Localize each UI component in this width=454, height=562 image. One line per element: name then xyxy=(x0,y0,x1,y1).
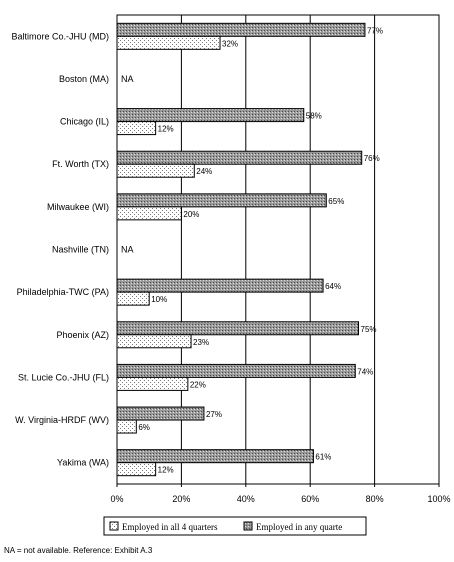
bar xyxy=(116,108,305,123)
category-label: St. Lucie Co.-JHU (FL) xyxy=(18,372,109,382)
bar xyxy=(116,193,327,208)
legend-swatch xyxy=(243,521,253,531)
data-label: 75% xyxy=(361,325,377,334)
data-label: 20% xyxy=(183,210,199,219)
x-tick-label: 100% xyxy=(427,494,450,504)
na-label: NA xyxy=(121,245,134,255)
x-tick-label: 20% xyxy=(172,494,190,504)
bars xyxy=(116,22,366,477)
bar xyxy=(116,406,205,421)
bar xyxy=(116,462,157,477)
data-label: 61% xyxy=(315,453,331,462)
legend-box xyxy=(103,516,367,536)
category-label: Yakima (WA) xyxy=(57,458,109,468)
category-label: Boston (MA) xyxy=(59,74,109,84)
data-label: 76% xyxy=(364,154,380,163)
bar xyxy=(116,150,363,165)
x-tick-label: 60% xyxy=(301,494,319,504)
category-label: Philadelphia-TWC (PA) xyxy=(17,287,109,297)
bar xyxy=(116,321,359,336)
plot-frame xyxy=(116,14,440,485)
category-label: Phoenix (AZ) xyxy=(56,330,109,340)
data-label: 23% xyxy=(193,338,209,347)
na-label: NA xyxy=(121,74,134,84)
data-label: 12% xyxy=(158,466,174,475)
category-label: Baltimore Co.-JHU (MD) xyxy=(11,31,109,41)
data-label: 58% xyxy=(306,112,322,121)
legend-swatch xyxy=(109,521,119,531)
category-label: W. Virginia-HRDF (WV) xyxy=(15,415,109,425)
data-label: 24% xyxy=(196,167,212,176)
x-tick-label: 0% xyxy=(110,494,123,504)
bar xyxy=(116,376,189,391)
grid-lines xyxy=(116,14,440,487)
data-label: 65% xyxy=(328,197,344,206)
bar xyxy=(116,449,314,464)
category-label: Milwaukee (WI) xyxy=(47,202,109,212)
data-label: 32% xyxy=(222,39,238,48)
bar xyxy=(116,278,324,293)
x-tick-label: 40% xyxy=(237,494,255,504)
data-label: 22% xyxy=(190,380,206,389)
category-label: Ft. Worth (TX) xyxy=(52,159,109,169)
legend: Employed in all 4 quarters Employed in an… xyxy=(103,516,367,536)
data-label: 64% xyxy=(325,282,341,291)
bar xyxy=(116,291,150,306)
data-label: 12% xyxy=(158,125,174,134)
data-label: 6% xyxy=(138,423,150,432)
data-label: 27% xyxy=(206,410,222,419)
category-label: Chicago (IL) xyxy=(60,117,109,127)
bar xyxy=(116,163,195,178)
bar xyxy=(116,22,366,37)
bar xyxy=(116,334,192,349)
data-label: 74% xyxy=(357,367,373,376)
category-label: Nashville (TN) xyxy=(52,245,109,255)
labels: 0% 20% 40% 60% 80% 100% Baltimore Co.-JHU (MD)… xyxy=(11,26,450,504)
bar xyxy=(116,419,137,434)
bar xyxy=(116,363,356,378)
legend-label: Employed in all 4 quarters xyxy=(122,522,218,532)
legend-label: Employed in any quarte xyxy=(256,522,342,532)
x-tick-label: 80% xyxy=(366,494,384,504)
bar xyxy=(116,35,221,50)
data-label: 77% xyxy=(367,26,383,35)
bar xyxy=(116,206,182,221)
data-label: 10% xyxy=(151,295,167,304)
footnote: NA = not available. Reference: Exhibit A… xyxy=(4,546,153,555)
bar xyxy=(116,121,157,136)
